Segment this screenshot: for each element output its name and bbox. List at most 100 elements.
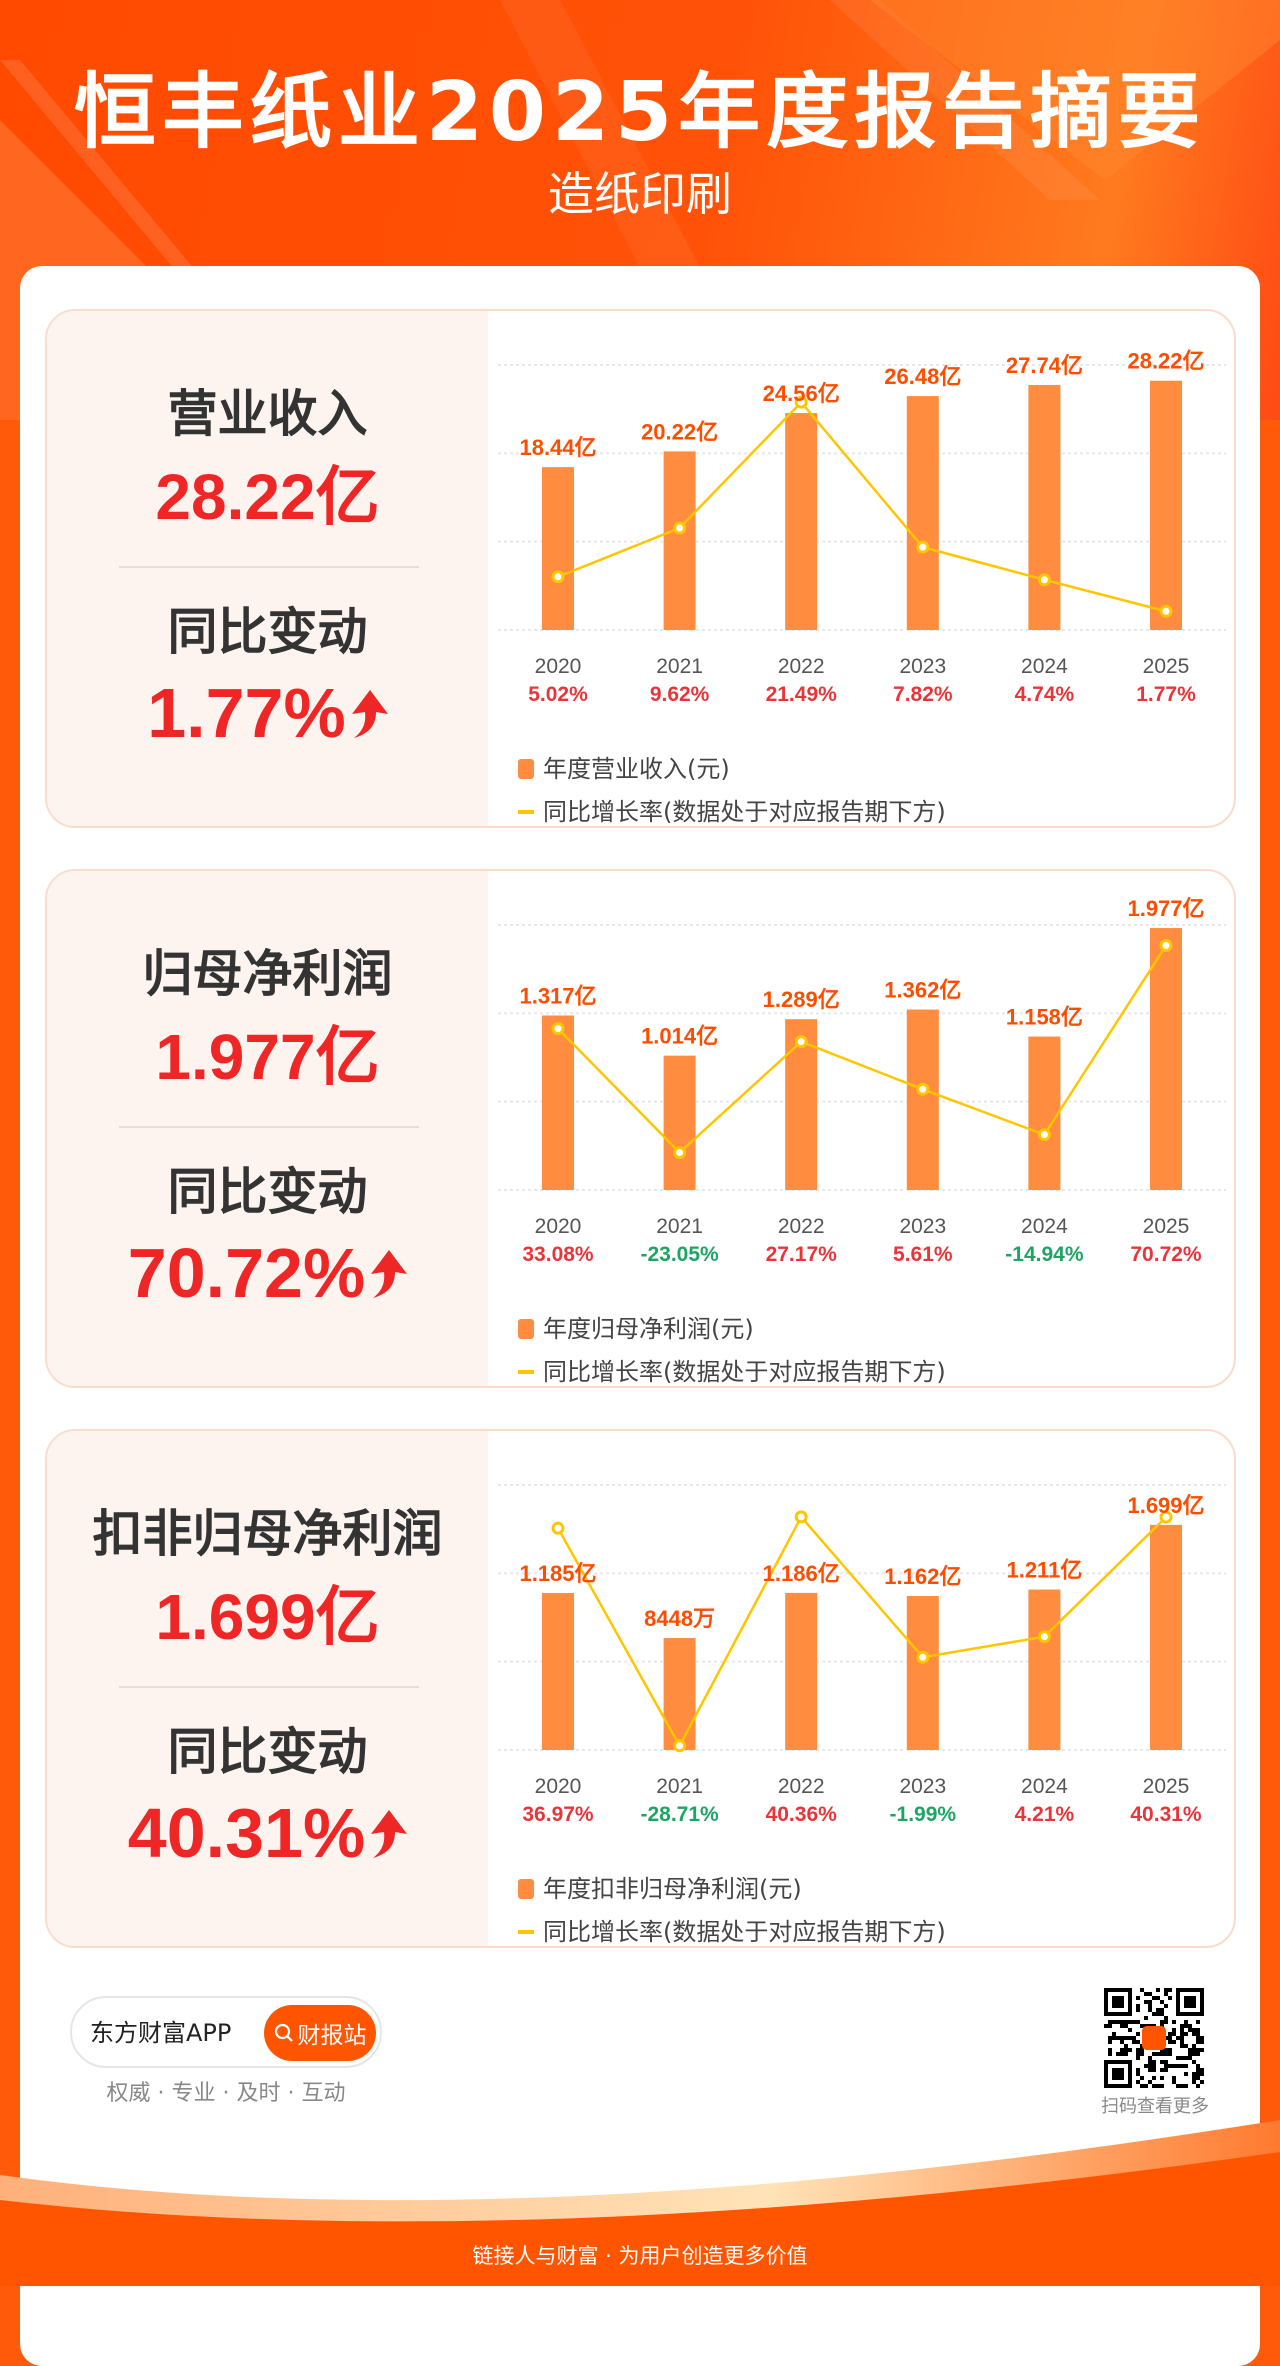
legend-line-label: 同比增长率(数据处于对应报告期下方) <box>543 798 946 826</box>
yoy-value: 40.31% <box>127 1794 366 1872</box>
legend-line-swatch <box>518 810 534 814</box>
yoy-label: 同比变动 <box>167 1723 368 1781</box>
legend-bar-swatch <box>518 759 534 779</box>
bar <box>663 1055 696 1190</box>
yoy-point <box>1159 938 1173 952</box>
metric-label: 归母净利润 <box>142 945 393 1003</box>
metric-label: 扣非归母净利润 <box>92 1505 443 1563</box>
bar <box>1028 1589 1061 1750</box>
report-station-button[interactable]: 财报站 <box>264 2005 376 2061</box>
year-tick-label: 2021 <box>656 655 703 678</box>
arrow-up-icon <box>351 690 388 738</box>
yoy-point <box>794 1510 808 1524</box>
bar-value-label: 28.22亿 <box>1127 349 1204 374</box>
yoy-point <box>673 521 687 535</box>
year-tick-label: 2021 <box>656 1775 703 1798</box>
bar-value-label: 1.162亿 <box>884 1564 961 1589</box>
legend-bar: 年度归母净利润(元) <box>518 1314 754 1344</box>
arrow-up-icon <box>371 1250 408 1298</box>
metric-chart: 18.44亿 2020 5.02% 20.22亿 2021 9.62% 24.56亿 2022… <box>488 311 1234 826</box>
metric-value: 1.977亿 <box>155 1021 380 1093</box>
bar-value-label: 1.699亿 <box>1127 1493 1204 1518</box>
yoy-point <box>794 395 808 409</box>
bar-value-label: 1.289亿 <box>763 987 840 1012</box>
metric-summary: 营业收入 28.22亿 同比变动 1.77% <box>47 311 488 826</box>
app-search-pill[interactable]: 东方财富APP 财报站 <box>70 1996 382 2068</box>
yoy-point <box>551 1521 565 1535</box>
year-tick-label: 2022 <box>778 655 825 678</box>
yoy-point <box>1037 1630 1051 1644</box>
metric-summary: 归母净利润 1.977亿 同比变动 70.72% <box>47 871 488 1386</box>
bar-value-label: 20.22亿 <box>641 419 718 444</box>
yoy-line <box>557 944 1168 1155</box>
yoy-point <box>673 1146 687 1160</box>
year-tick-label: 2025 <box>1143 655 1190 678</box>
divider <box>119 566 419 568</box>
metric-summary: 扣非归母净利润 1.699亿 同比变动 40.31% <box>47 1431 488 1946</box>
bar <box>542 1015 574 1190</box>
bar <box>1150 928 1182 1190</box>
year-tick-label: 2024 <box>1021 1215 1068 1238</box>
qr-code[interactable] <box>1104 1988 1204 2088</box>
bar-value-label: 1.317亿 <box>519 983 596 1008</box>
yoy-point <box>1159 604 1173 618</box>
footer-wave <box>0 2120 1280 2286</box>
yoy-value-label: 5.02% <box>528 683 588 706</box>
year-tick-label: 2025 <box>1143 1775 1190 1798</box>
yoy-point <box>1037 1128 1051 1142</box>
yoy-value-label: 9.62% <box>650 683 710 706</box>
yoy-value-label: 33.08% <box>522 1243 594 1266</box>
bar-value-label: 1.977亿 <box>1127 896 1204 921</box>
bar-line-chart: 1.317亿 2020 33.08% 1.014亿 2021 -23.05% 1.289亿 2… <box>498 896 1226 1266</box>
bar <box>663 1638 696 1750</box>
bar <box>1150 380 1182 630</box>
bar-value-label: 24.56亿 <box>763 381 840 406</box>
metric-label: 营业收入 <box>167 385 368 443</box>
bar <box>542 1592 574 1750</box>
yoy-point <box>916 1650 930 1664</box>
legend-bar: 年度营业收入(元) <box>518 754 730 784</box>
bar-value-label: 1.158亿 <box>1006 1005 1083 1030</box>
bar-line-chart: 1.185亿 2020 36.97% 8448万 2021 -28.71% 1.186亿 20… <box>498 1484 1226 1826</box>
bar-value-label: 1.211亿 <box>1006 1558 1082 1583</box>
yoy-value-label: 70.72% <box>1130 1243 1202 1266</box>
yoy-value-label: 4.21% <box>1015 1803 1075 1826</box>
bar <box>542 467 574 630</box>
bar <box>663 451 696 630</box>
bar <box>1028 1036 1061 1190</box>
legend-line: 同比增长率(数据处于对应报告期下方) <box>518 1917 946 1946</box>
legend-line: 同比增长率(数据处于对应报告期下方) <box>518 797 946 826</box>
bar-value-label: 18.44亿 <box>519 435 596 460</box>
divider <box>119 1126 419 1128</box>
metric-value: 28.22亿 <box>155 461 380 533</box>
year-tick-label: 2021 <box>656 1215 703 1238</box>
yoy-point <box>916 540 930 554</box>
bar <box>785 413 818 630</box>
legend-bar-label: 年度营业收入(元) <box>543 755 730 783</box>
yoy-value-label: 1.77% <box>1136 683 1196 706</box>
year-tick-label: 2022 <box>778 1215 825 1238</box>
yoy-value: 70.72% <box>127 1234 366 1312</box>
bar <box>1028 384 1061 630</box>
bar <box>785 1592 818 1750</box>
year-tick-label: 2025 <box>1143 1215 1190 1238</box>
yoy-value-label: 21.49% <box>766 683 838 706</box>
yoy-value-label: 40.31% <box>1130 1803 1202 1826</box>
year-tick-label: 2022 <box>778 1775 825 1798</box>
yoy-value-label: -28.71% <box>640 1803 719 1826</box>
bar-value-label: 1.014亿 <box>641 1024 718 1049</box>
yoy-value-label: -1.99% <box>890 1803 957 1826</box>
metric-panel: 归母净利润 1.977亿 同比变动 70.72% 1.317亿 2020 33.08… <box>45 869 1236 1388</box>
bar <box>1150 1524 1182 1750</box>
bar-value-label: 26.48亿 <box>884 364 961 389</box>
legend-bar-swatch <box>518 1319 534 1339</box>
bar <box>906 1009 939 1190</box>
yoy-value-label: 40.36% <box>766 1803 838 1826</box>
brand-logo-icon <box>1142 2026 1166 2050</box>
legend-line-label: 同比增长率(数据处于对应报告期下方) <box>543 1918 946 1946</box>
yoy-value-label: 7.82% <box>893 683 953 706</box>
legend-line-swatch <box>518 1370 534 1374</box>
bar <box>906 396 939 630</box>
yoy-label: 同比变动 <box>167 1163 368 1221</box>
yoy-point <box>1159 1510 1173 1524</box>
